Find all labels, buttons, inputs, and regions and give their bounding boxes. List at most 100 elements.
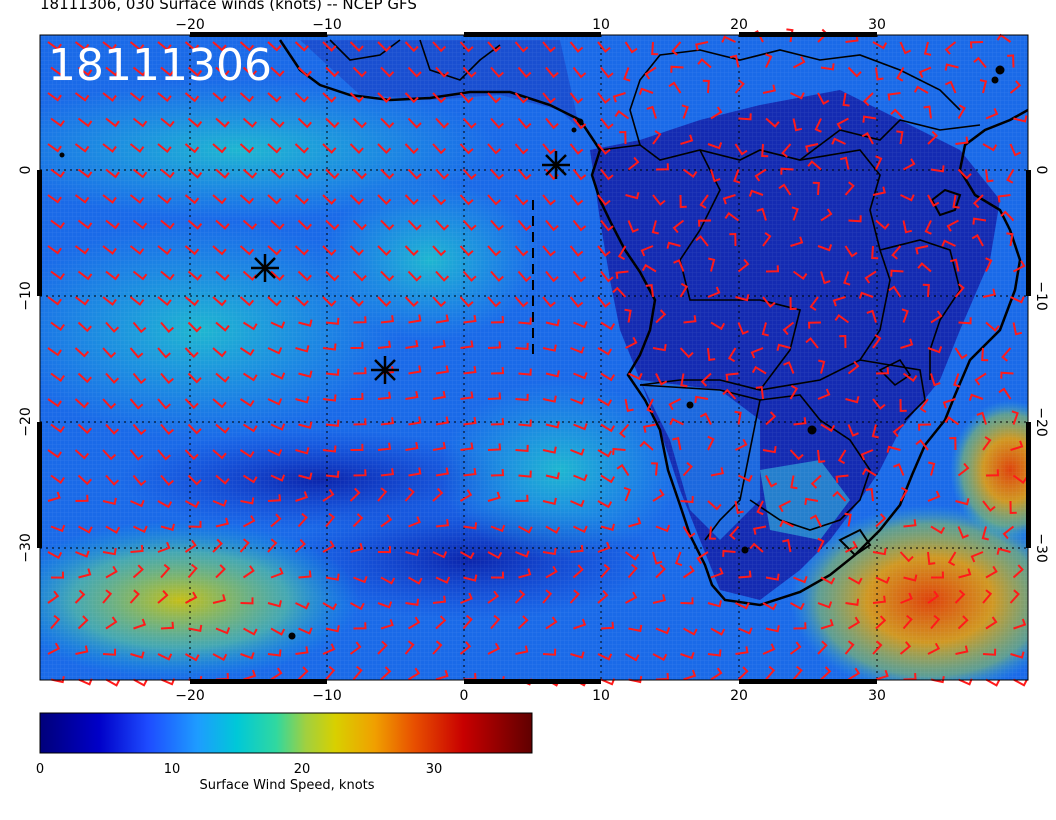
wind-barb (600, 423, 616, 433)
wind-barb (435, 576, 451, 584)
wind-barb (325, 419, 340, 427)
wind-barb (184, 143, 200, 154)
wind-barb (515, 645, 529, 655)
wind-barb (702, 79, 710, 94)
wind-barb (872, 186, 886, 196)
wind-barb (545, 616, 558, 630)
lon-tick-label: −10 (312, 17, 342, 33)
wind-barb (298, 370, 313, 378)
wind-barb (616, 463, 630, 477)
wind-barb (749, 542, 764, 553)
wind-barb (432, 245, 447, 257)
wind-barb (804, 497, 819, 506)
wind-barb (903, 574, 918, 582)
wind-barb (847, 66, 862, 78)
wind-barb (353, 367, 367, 375)
wind-barb (432, 143, 447, 155)
wind-barb (985, 257, 993, 272)
wind-barb (569, 589, 580, 604)
storm-markers (251, 151, 570, 384)
wind-barb (102, 143, 117, 153)
wind-barb (130, 544, 144, 553)
wind-barb (837, 449, 847, 465)
wind-barb (942, 398, 956, 409)
wind-barb (349, 245, 364, 256)
wind-barb (432, 551, 448, 559)
wind-barb (972, 217, 987, 225)
wind-barb (944, 80, 957, 94)
wind-barb (793, 622, 807, 630)
wind-barb (981, 347, 989, 362)
wind-barb (129, 347, 144, 359)
wind-barb (267, 347, 283, 355)
wind-barb (350, 341, 364, 349)
wind-barb (243, 515, 256, 528)
wind-barb (619, 423, 630, 439)
wind-barb (1006, 169, 1015, 184)
wind-barb (651, 220, 659, 235)
storm-marker (251, 254, 279, 282)
wind-barb (666, 241, 681, 249)
wind-barb (570, 499, 585, 508)
wind-barb (240, 652, 255, 660)
wind-barb (900, 592, 913, 604)
wind-barb (377, 601, 393, 609)
wind-barb (682, 461, 693, 477)
wind-barb (893, 463, 905, 476)
wind-barb (947, 551, 957, 567)
wind-barb (78, 678, 93, 686)
wind-barb (652, 489, 665, 502)
wind-barb (514, 41, 529, 53)
wind-barb (50, 614, 61, 630)
wind-barb (982, 500, 996, 512)
wind-barb (1000, 371, 1014, 379)
wind-barb (697, 58, 712, 69)
wind-barb (404, 41, 419, 53)
wind-barb (50, 524, 66, 533)
wind-barb (160, 321, 174, 334)
wind-barb (765, 573, 780, 581)
wind-barb (212, 499, 228, 507)
wind-barb (954, 347, 968, 360)
wind-barb (754, 168, 767, 182)
wind-barb (215, 117, 230, 128)
wind-barb (831, 137, 846, 145)
wind-barb (872, 547, 887, 556)
wind-barb (817, 449, 826, 464)
wind-barb (77, 321, 92, 333)
wind-barb (672, 436, 682, 451)
wind-barb (462, 219, 477, 231)
wind-barb (102, 41, 117, 51)
wind-barb (322, 296, 337, 307)
wind-barb (642, 423, 657, 433)
wind-barb (844, 245, 858, 258)
wind-barb (641, 263, 657, 273)
wind-barb (545, 319, 560, 327)
wind-barb (105, 270, 120, 281)
wind-barb (930, 310, 943, 324)
wind-barb (47, 143, 62, 153)
wind-barb (680, 134, 694, 145)
storm-marker (542, 151, 570, 179)
wind-barb (463, 314, 477, 324)
wind-barb (462, 270, 477, 282)
wind-barb (737, 322, 749, 335)
wind-barb (187, 168, 203, 179)
wind-barb (242, 423, 258, 433)
wind-barb (1007, 54, 1015, 68)
wind-barb (459, 92, 474, 104)
wind-barb (377, 92, 392, 104)
wind-barb (377, 640, 388, 655)
wind-barb (652, 653, 668, 661)
wind-barb (985, 169, 994, 183)
wind-barb (970, 551, 984, 563)
wind-barb (707, 600, 722, 608)
wind-barb (267, 143, 282, 154)
wind-barb (639, 440, 654, 451)
wind-barb (790, 475, 798, 490)
wind-barb (600, 523, 615, 531)
wind-barb (778, 183, 792, 196)
wind-barb (1009, 589, 1020, 604)
wind-barb (102, 245, 117, 255)
wind-barb (188, 624, 203, 632)
